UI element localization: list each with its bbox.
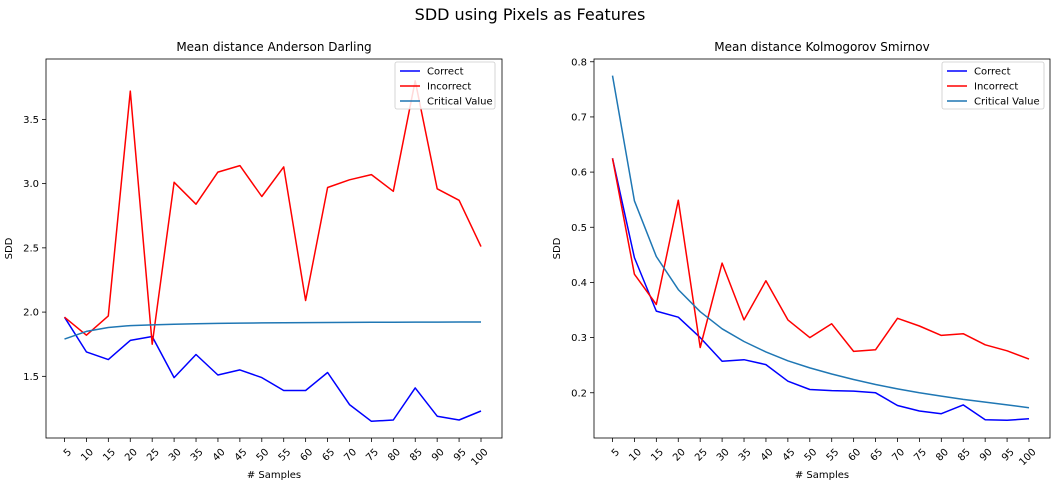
x-tick-label: 45: [233, 447, 250, 464]
x-tick-label: 5: [610, 447, 622, 459]
x-tick-label: 55: [277, 447, 294, 464]
x-tick-label: 70: [890, 447, 907, 464]
x-tick-label: 75: [364, 447, 381, 464]
plot-frame: [593, 58, 1051, 439]
legend-label: Critical Value: [427, 97, 493, 108]
chart-title: Mean distance Kolmogorov Smirnov: [714, 40, 929, 54]
chart-title: Mean distance Anderson Darling: [176, 40, 371, 54]
x-tick-label: 50: [255, 447, 272, 464]
x-tick-label: 65: [320, 447, 337, 464]
y-axis-label: SDD: [552, 237, 563, 259]
x-tick-label: 40: [211, 447, 228, 464]
series-line-critical-value: [611, 75, 1030, 409]
x-tick-label: 65: [868, 447, 885, 464]
y-tick-label: 3.5: [23, 115, 39, 126]
x-tick-label: 70: [342, 447, 359, 464]
y-tick-label: 0.5: [571, 223, 587, 234]
x-tick-label: 100: [469, 447, 490, 468]
x-tick-label: 60: [847, 447, 864, 464]
x-tick-label: 15: [101, 447, 118, 464]
x-tick-label: 100: [1017, 447, 1038, 468]
y-tick-label: 1.5: [23, 372, 39, 383]
x-tick-label: 75: [912, 447, 929, 464]
series-line-critical-value: [64, 321, 481, 340]
x-tick-label: 80: [934, 447, 951, 464]
x-tick-label: 50: [803, 447, 820, 464]
chart-anderson-darling: Mean distance Anderson Darling 1.5 2.0 2.5 3…: [4, 40, 503, 481]
x-tick-label: 25: [693, 447, 710, 464]
x-tick-label: 40: [759, 447, 776, 464]
x-tick-label: 10: [627, 447, 644, 464]
x-tick-label: 85: [956, 447, 973, 464]
legend-box: [394, 61, 496, 110]
x-tick-label: 95: [1000, 447, 1017, 464]
x-tick-label: 15: [649, 447, 666, 464]
x-tick-label: 5: [62, 447, 74, 459]
legend-label: Incorrect: [974, 82, 1018, 93]
series-line-correct: [611, 158, 1030, 422]
figure-title: SDD using Pixels as Features: [415, 5, 646, 24]
y-tick-label: 2.0: [23, 308, 39, 319]
legend: Correct Incorrect Critical Value: [941, 61, 1045, 110]
legend-box: [941, 61, 1045, 110]
x-tick-label: 35: [737, 447, 754, 464]
y-tick-label: 0.2: [571, 388, 587, 399]
y-tick-label: 0.8: [571, 57, 587, 68]
series-line-incorrect: [64, 80, 482, 345]
series-line-correct: [63, 316, 482, 423]
legend: Correct Incorrect Critical Value: [394, 61, 496, 110]
x-tick-label: 60: [299, 447, 316, 464]
chart-kolmogorov-smirnov: Mean distance Kolmogorov Smirnov 0.2 0.3 0.…: [552, 40, 1051, 481]
x-tick-label: 30: [715, 447, 732, 464]
x-tick-label: 90: [978, 447, 995, 464]
y-tick-label: 0.6: [571, 168, 587, 179]
x-tick-label: 80: [386, 447, 403, 464]
x-tick-label: 35: [189, 447, 206, 464]
legend-label: Critical Value: [974, 97, 1040, 108]
x-tick-label: 95: [452, 447, 469, 464]
legend-label: Correct: [974, 67, 1011, 78]
x-tick-label: 55: [825, 447, 842, 464]
plot-frame: [45, 58, 503, 439]
x-tick-label: 85: [408, 447, 425, 464]
x-tick-label: 45: [781, 447, 798, 464]
series-line-incorrect: [611, 158, 1030, 360]
legend-label: Incorrect: [427, 82, 471, 93]
x-tick-label: 25: [145, 447, 162, 464]
y-tick-label: 2.5: [23, 243, 39, 254]
x-tick-label: 20: [123, 447, 140, 464]
x-tick-label: 20: [671, 447, 688, 464]
y-tick-label: 3.0: [23, 179, 39, 190]
y-tick-label: 0.7: [571, 112, 587, 123]
y-axis-label: SDD: [4, 237, 15, 259]
y-tick-label: 0.3: [571, 333, 587, 344]
x-tick-label: 30: [167, 447, 184, 464]
x-axis-label: # Samples: [247, 470, 301, 481]
x-tick-label: 10: [79, 447, 96, 464]
y-tick-label: 0.4: [571, 278, 587, 289]
x-tick-label: 90: [430, 447, 447, 464]
x-axis-label: # Samples: [795, 470, 849, 481]
legend-label: Correct: [427, 67, 464, 78]
